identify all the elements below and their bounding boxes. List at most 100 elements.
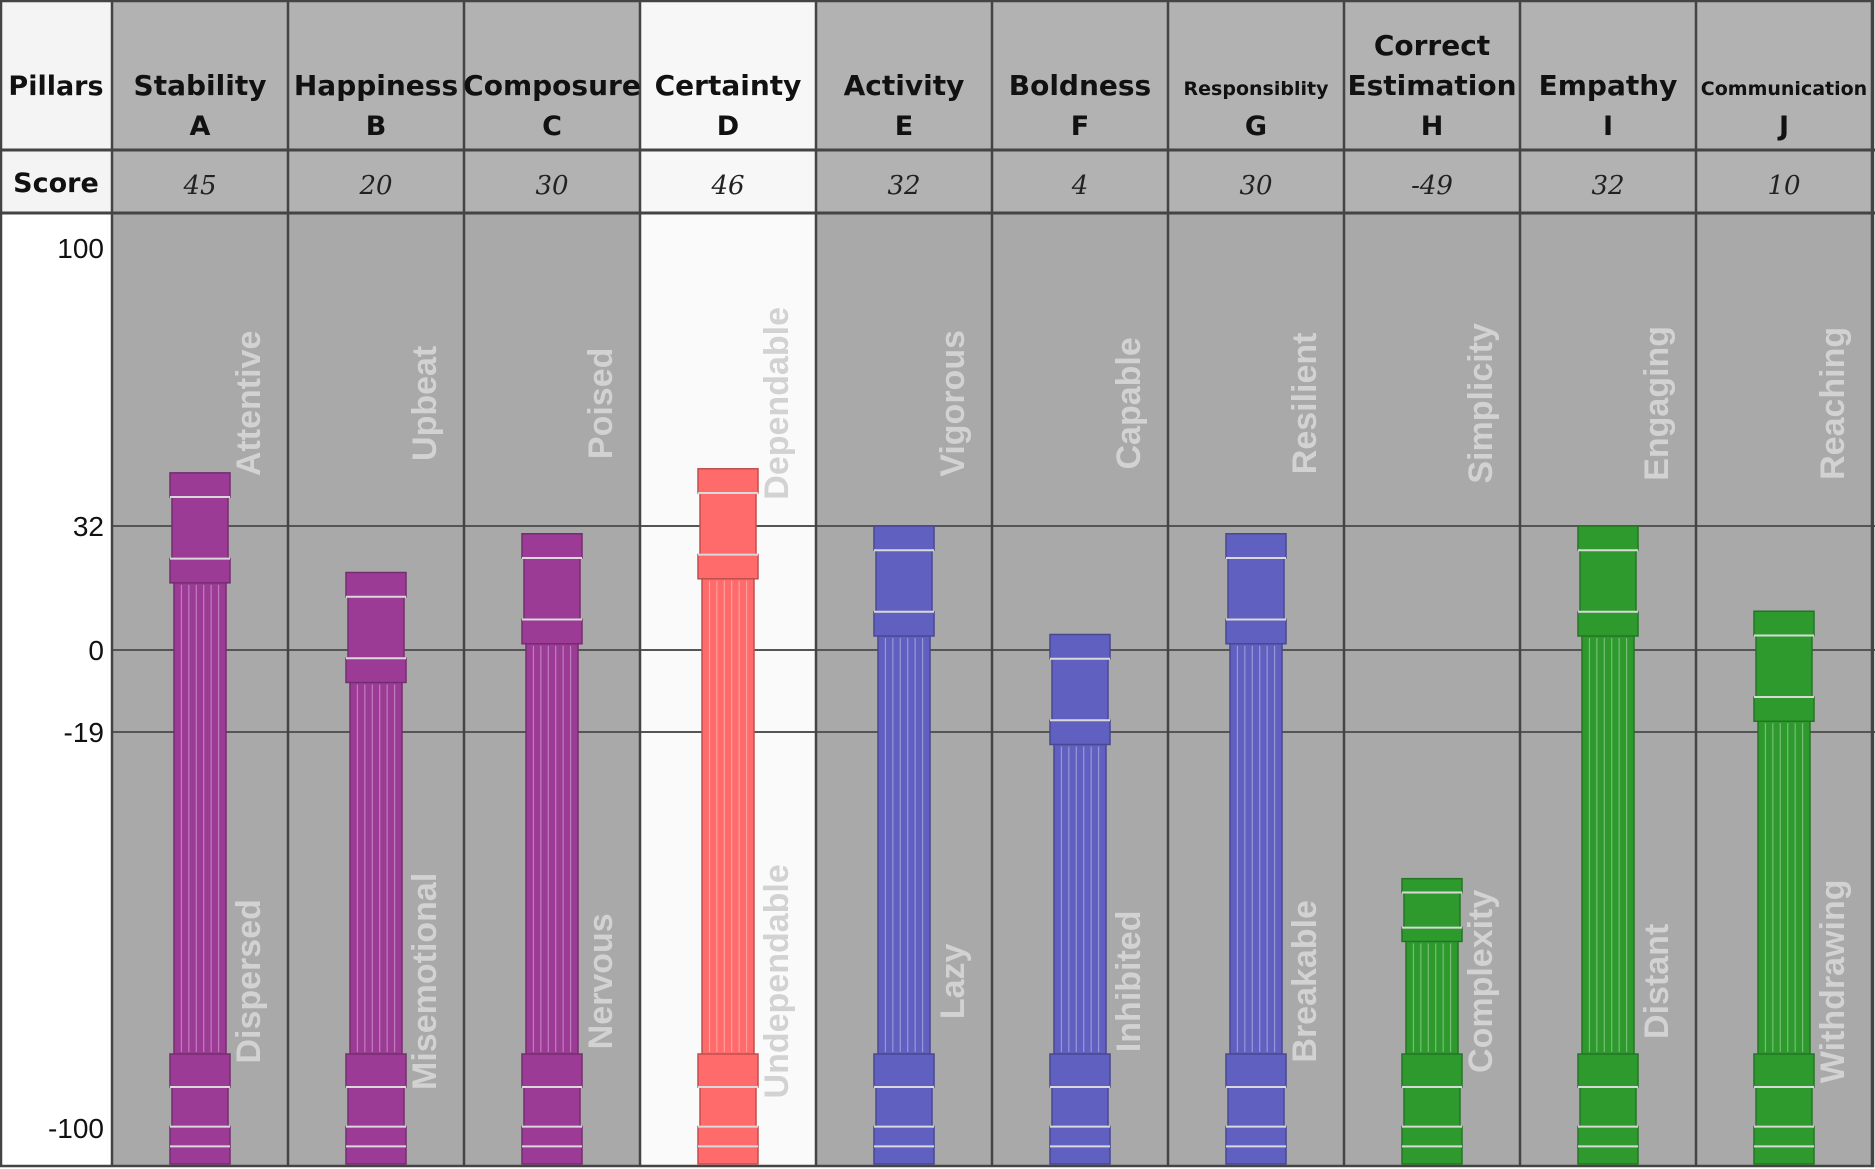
pillar-shaft: [1405, 934, 1459, 1061]
pillar-name-responsiblity: Responsiblity: [1184, 78, 1330, 100]
score-value-happiness: 20: [358, 171, 392, 201]
score-cell-bg: [288, 150, 464, 213]
pillar-bar-happiness: [345, 571, 407, 1165]
pillar-base-plinth: [1577, 1125, 1639, 1165]
pillar-capital-top: [169, 472, 231, 498]
trait-low-empathy: Distant: [1638, 924, 1676, 1039]
pillar-capital-top: [1753, 610, 1815, 637]
trait-low-stability: Dispersed: [230, 899, 268, 1063]
score-cell-bg: [1168, 150, 1344, 213]
trait-low-certainty: Undependable: [758, 864, 796, 1098]
pillar-base-top: [169, 1053, 231, 1088]
pillar-bar-boldness: [1049, 633, 1111, 1165]
trait-high-certainty: Dependable: [758, 307, 796, 500]
trait-high-correct: Simplicity: [1462, 323, 1500, 484]
pillar-capital-neck: [1051, 657, 1109, 722]
trait-low-communication: Withdrawing: [1814, 879, 1852, 1083]
pillar-base-neck: [347, 1086, 405, 1128]
pillar-shaft: [1053, 737, 1107, 1061]
header-cell-bg: [816, 0, 992, 150]
pillar-base-plinth: [345, 1125, 407, 1165]
pillar-capital-neck: [347, 595, 405, 660]
pillars-label: Pillars: [8, 71, 103, 102]
pillar-base-plinth: [521, 1125, 583, 1165]
pillar-capital-top: [1401, 877, 1463, 894]
header-cell-bg: [1696, 0, 1872, 150]
score-cell-bg: [112, 150, 288, 213]
pillar-bar-empathy: [1577, 525, 1639, 1165]
trait-high-boldness: Capable: [1110, 337, 1148, 469]
pillar-name-happiness: B: [366, 111, 387, 142]
pillar-name-boldness: F: [1071, 111, 1089, 142]
pillar-name-boldness: Boldness: [1009, 69, 1151, 102]
trait-high-composure: Poised: [582, 348, 620, 459]
pillar-base-neck: [171, 1086, 229, 1128]
header-cell-bg: [464, 0, 640, 150]
pillar-base-top: [873, 1053, 935, 1088]
pillar-capital-neck: [171, 496, 229, 560]
trait-low-boldness: Inhibited: [1110, 911, 1148, 1053]
trait-high-responsiblity: Resilient: [1286, 332, 1324, 474]
pillar-bar-activity: [873, 525, 935, 1165]
pillar-capital-bottom: [1401, 926, 1463, 943]
trait-high-stability: Attentive: [230, 331, 268, 476]
pillar-base-neck: [1579, 1086, 1637, 1128]
pillar-base-plinth: [169, 1125, 231, 1165]
score-label: Score: [13, 168, 99, 199]
pillar-base-top: [697, 1053, 759, 1088]
pillar-capital-top: [1049, 633, 1111, 660]
pillar-capital-top: [697, 468, 759, 494]
pillar-capital-neck: [699, 492, 757, 556]
pillar-bar-stability: [169, 472, 231, 1165]
pillar-base-top: [1049, 1053, 1111, 1088]
pillar-name-composure: Composure: [463, 69, 641, 102]
pillar-name-empathy: Empathy: [1539, 69, 1678, 102]
pillar-name-stability: A: [190, 111, 211, 142]
score-cell-bg: [1520, 150, 1696, 213]
pillar-capital-bottom: [1225, 618, 1287, 645]
pillar-base-top: [1753, 1053, 1815, 1088]
pillar-name-responsiblity: G: [1245, 111, 1267, 142]
header-cell-bg: [640, 0, 816, 150]
pillar-shaft: [701, 572, 755, 1061]
pillar-capital-bottom: [1577, 611, 1639, 637]
score-value-stability: 45: [182, 171, 216, 201]
pillar-capital-neck: [523, 557, 581, 621]
header-cell-bg: [288, 0, 464, 150]
score-value-composure: 30: [535, 171, 568, 201]
pillar-base-top: [1577, 1053, 1639, 1088]
score-cell-bg: [1696, 150, 1872, 213]
pillar-base-neck: [523, 1086, 581, 1128]
pillar-name-stability: Stability: [134, 69, 267, 102]
pillar-capital-neck: [1403, 891, 1461, 929]
pillar-base-neck: [699, 1086, 757, 1128]
pillar-bar-responsiblity: [1225, 533, 1287, 1165]
pillar-name-correct: H: [1421, 111, 1444, 142]
trait-low-composure: Nervous: [582, 913, 620, 1049]
pillar-base-plinth: [1401, 1125, 1463, 1165]
score-value-responsiblity: 30: [1239, 171, 1272, 201]
pillar-base-plinth: [1049, 1125, 1111, 1165]
header-cell-bg: [1168, 0, 1344, 150]
pillar-base-top: [1401, 1053, 1463, 1088]
pillar-base-neck: [1051, 1086, 1109, 1128]
trait-low-correct: Complexity: [1462, 890, 1500, 1073]
y-tick-label: 100: [57, 233, 104, 264]
score-cell-bg: [816, 150, 992, 213]
pillar-capital-bottom: [345, 657, 407, 684]
pillar-base-neck: [1755, 1086, 1813, 1128]
pillar-bar-certainty: [697, 468, 759, 1165]
pillar-shaft: [877, 629, 931, 1061]
pillar-shaft: [1229, 637, 1283, 1061]
pillar-name-certainty: Certainty: [655, 69, 802, 102]
trait-low-happiness: Misemotional: [406, 873, 444, 1090]
y-tick-label: 0: [88, 635, 104, 666]
pillar-capital-bottom: [1049, 719, 1111, 746]
pillar-capital-bottom: [169, 557, 231, 584]
pillar-name-happiness: Happiness: [294, 69, 458, 102]
pillar-name-composure: C: [542, 111, 562, 142]
pillar-bar-correct: [1401, 877, 1463, 1165]
pillar-capital-neck: [1755, 634, 1813, 698]
